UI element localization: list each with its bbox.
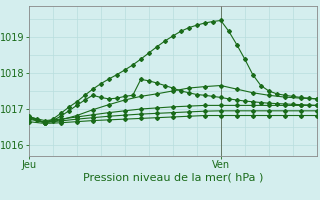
X-axis label: Pression niveau de la mer( hPa ): Pression niveau de la mer( hPa ) [83,173,263,183]
